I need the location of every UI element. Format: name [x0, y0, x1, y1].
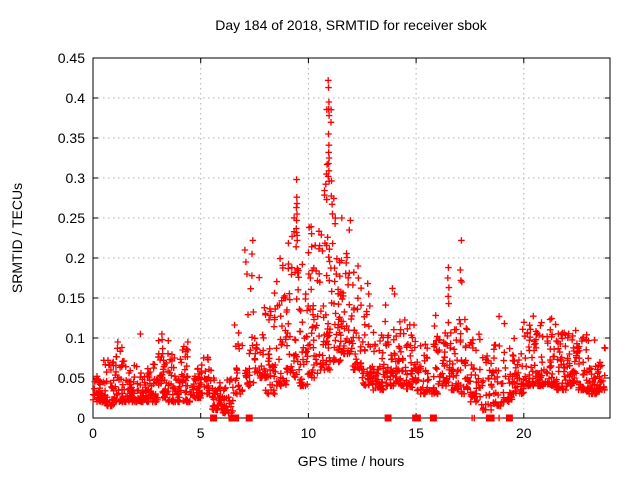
- y-tick-label: 0.15: [58, 290, 85, 306]
- chart-title: Day 184 of 2018, SRMTID for receiver sbo…: [215, 17, 488, 33]
- x-tick-label: 5: [197, 425, 205, 441]
- tick-labels: 0 5 10 15 20 0 0.05 0.1 0.15 0.2 0.25 0.3 0.35 0.4 0.4…: [58, 50, 532, 441]
- x-tick-label: 10: [301, 425, 317, 441]
- x-tick-label: 0: [89, 425, 97, 441]
- y-tick-label: 0: [77, 410, 85, 426]
- y-tick-label: 0.45: [58, 50, 85, 66]
- zero-flag-square: [487, 414, 495, 422]
- zero-flag-square: [210, 414, 218, 422]
- zero-flag-square: [232, 414, 240, 422]
- y-tick-label: 0.25: [58, 210, 85, 226]
- data-points: [89, 77, 609, 422]
- zero-flag-square: [384, 414, 392, 422]
- zero-flag-square: [505, 414, 513, 422]
- y-tick-label: 0.4: [66, 90, 86, 106]
- y-tick-label: 0.05: [58, 370, 85, 386]
- zero-flag-square: [245, 414, 253, 422]
- gridlines: [93, 58, 610, 418]
- y-axis-label: SRMTID / TECUs: [9, 183, 25, 293]
- x-axis-label: GPS time / hours: [298, 453, 405, 469]
- y-tick-label: 0.1: [66, 330, 86, 346]
- x-tick-label: 20: [516, 425, 532, 441]
- y-tick-label: 0.2: [66, 250, 86, 266]
- x-tick-label: 15: [408, 425, 424, 441]
- y-tick-label: 0.35: [58, 130, 85, 146]
- plot-border: [92, 57, 611, 419]
- y-tick-label: 0.3: [66, 170, 86, 186]
- zero-flag-square: [413, 414, 421, 422]
- zero-flag-square: [429, 414, 437, 422]
